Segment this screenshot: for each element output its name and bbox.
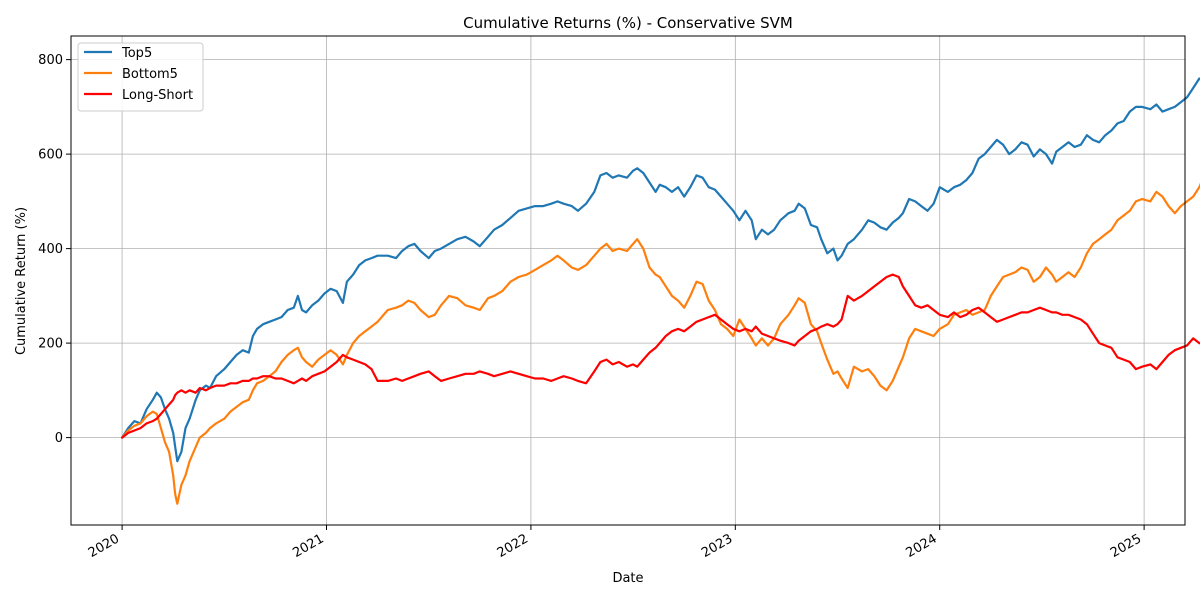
legend-label: Long-Short bbox=[122, 88, 193, 103]
legend-label: Top5 bbox=[121, 46, 152, 61]
y-axis-title: Cumulative Return (%) bbox=[14, 207, 29, 355]
y-axis-ticks: 0 200 400 600 800 bbox=[38, 53, 71, 446]
x-axis-title: Date bbox=[612, 571, 643, 586]
y-tick-label: 200 bbox=[38, 337, 63, 352]
series-line-top5 bbox=[121, 77, 1200, 463]
series-line-long-short bbox=[121, 273, 1200, 439]
y-tick-label: 400 bbox=[38, 242, 63, 257]
grid-lines bbox=[71, 36, 1185, 525]
chart-title: Cumulative Returns (%) - Conservative SV… bbox=[463, 14, 793, 32]
legend: Top5 Bottom5 Long-Short bbox=[77, 42, 204, 112]
y-tick-label: 0 bbox=[55, 431, 63, 446]
series-line-bottom5 bbox=[121, 182, 1200, 505]
series-lines bbox=[121, 77, 1200, 505]
y-tick-label: 800 bbox=[38, 53, 63, 68]
legend-label: Bottom5 bbox=[122, 67, 178, 82]
y-tick-label: 600 bbox=[38, 148, 63, 163]
plot-area-frame bbox=[70, 35, 1186, 526]
